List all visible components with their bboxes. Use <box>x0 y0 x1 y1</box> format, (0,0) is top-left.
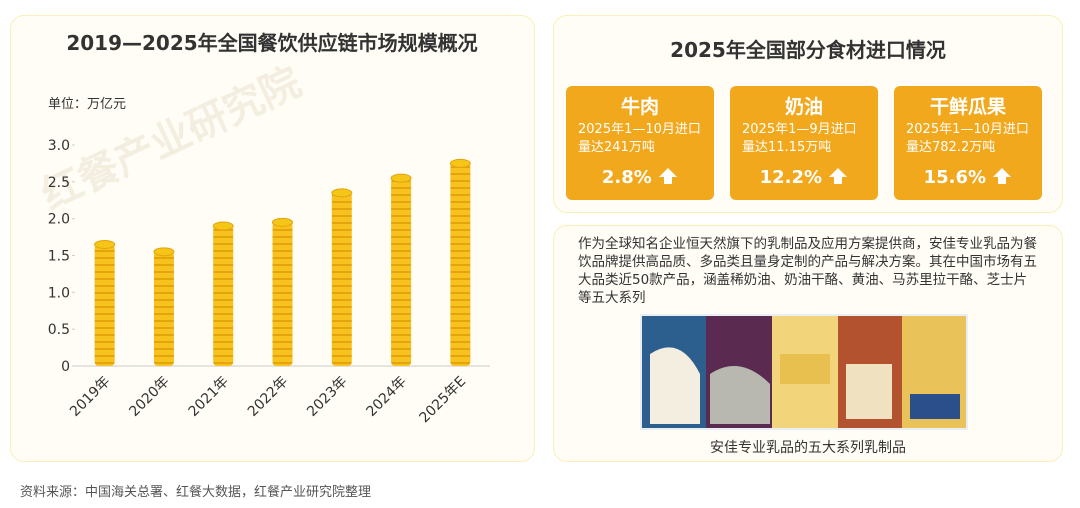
y-tick-label: 0.5 <box>48 322 70 338</box>
import-item: 干鲜瓜果 2025年1—10月进口量达782.2万吨 15.6% <box>894 86 1042 200</box>
y-tick-label: 3.0 <box>48 138 70 154</box>
bar <box>213 226 234 366</box>
item-desc: 2025年1—9月进口量达11.15万吨 <box>742 122 857 155</box>
product-photo <box>640 314 968 430</box>
up-arrow <box>829 168 848 184</box>
item-change-row: 2.8% <box>566 167 714 188</box>
coin-top <box>153 247 175 257</box>
item-desc: 2025年1—10月进口量达241万吨 <box>578 122 701 155</box>
imports-title: 2025年全国部分食材进口情况 <box>670 38 946 62</box>
up-arrow <box>993 168 1012 184</box>
bar <box>153 251 174 366</box>
photo-caption: 安佳专业乳品的五大系列乳制品 <box>710 440 906 456</box>
item-change: 2.8% <box>601 167 652 188</box>
coin-top <box>94 239 116 249</box>
item-name: 牛肉 <box>620 96 659 118</box>
import-item: 牛肉 2025年1—10月进口量达241万吨 2.8% <box>566 86 714 200</box>
chart: 红餐产业研究院 2019—2025年全国餐饮供应链市场规模概况 单位：万亿元 0… <box>35 31 490 427</box>
coin-top <box>212 221 234 231</box>
y-tick-label: 0 <box>61 359 70 375</box>
x-tick-label: 2019年 <box>67 374 113 420</box>
coin-top <box>449 158 471 168</box>
item-desc: 2025年1—10月进口量达782.2万吨 <box>906 122 1029 155</box>
coin-top <box>331 188 353 198</box>
x-tick-label: 2025年E <box>417 374 470 427</box>
item-change: 15.6% <box>923 167 987 188</box>
coin-top <box>272 217 293 227</box>
bar <box>450 163 471 366</box>
y-tick-label: 1.5 <box>48 249 70 265</box>
x-tick-label: 2023年 <box>304 374 350 420</box>
x-tick-label: 2021年 <box>186 374 232 420</box>
chart-title: 2019—2025年全国餐饮供应链市场规模概况 <box>66 31 477 55</box>
source-note: 资料来源：中国海关总署、红餐大数据，红餐产业研究院整理 <box>20 485 372 500</box>
y-tick-label: 2.5 <box>48 175 70 191</box>
import-item: 奶油 2025年1—9月进口量达11.15万吨 12.2% <box>730 86 878 200</box>
x-tick-label: 2022年 <box>245 374 291 420</box>
bar <box>391 178 412 366</box>
bar <box>331 192 352 366</box>
x-tick-label: 2020年 <box>126 374 172 420</box>
item-name: 干鲜瓜果 <box>929 96 1006 118</box>
x-tick-label: 2024年 <box>363 374 409 420</box>
item-change-row: 15.6% <box>894 167 1042 188</box>
y-tick-label: 2.0 <box>48 212 70 228</box>
item-name: 奶油 <box>784 96 823 118</box>
bar <box>272 222 293 366</box>
watermark: 红餐产业研究院 <box>35 59 308 219</box>
y-axis-unit: 单位：万亿元 <box>48 97 126 112</box>
bar <box>94 244 115 366</box>
y-tick-label: 1.0 <box>48 285 70 301</box>
description-text: 作为全球知名企业恒天然旗下的乳制品及应用方案提供商，安佳专业乳品为餐饮品牌提供高… <box>578 236 1037 306</box>
item-change-row: 12.2% <box>730 167 878 188</box>
up-arrow <box>659 168 678 184</box>
item-change: 12.2% <box>759 167 823 188</box>
coin-top <box>390 173 412 183</box>
